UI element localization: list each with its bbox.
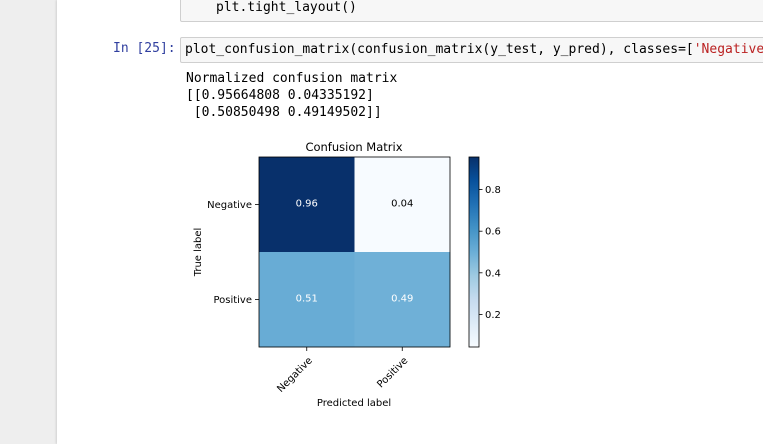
code-string-literal: 'Negative' <box>693 42 763 57</box>
matrix-cell-negative-negative <box>259 157 355 253</box>
previous-code-cell[interactable]: plt.tight_layout() <box>180 0 763 22</box>
plot-frame <box>258 156 451 348</box>
y-tick-label: Negative <box>207 200 252 211</box>
y-tick-label: Positive <box>213 295 252 306</box>
notebook-panel: plt.tight_layout() In [25]: plot_confusi… <box>57 0 763 444</box>
output-line: [0.50850498 0.49149502]] <box>186 105 382 120</box>
colorbar-tick-label: 0.2 <box>485 310 501 321</box>
colorbar-tick-label: 0.4 <box>485 268 501 279</box>
colorbar-tick-label: 0.6 <box>485 227 501 238</box>
output-line: [[0.95664808 0.04335192] <box>186 88 374 103</box>
cell-value-label: 0.49 <box>391 294 413 305</box>
matrix-cell-positive-negative <box>259 252 355 348</box>
matrix-cell-negative-positive <box>354 157 451 253</box>
cell-value-label: 0.04 <box>391 199 413 210</box>
code-cell-input[interactable]: plot_confusion_matrix(confusion_matrix(y… <box>180 37 763 63</box>
cell-code: plot_confusion_matrix(confusion_matrix(y… <box>185 39 763 61</box>
cell-output-text: Normalized confusion matrix [[0.95664808… <box>186 70 397 121</box>
confusion-matrix-figure: Confusion Matrix 0.96 0.04 0.51 0.49 Negati… <box>193 140 501 409</box>
y-axis-label: True label <box>193 228 204 278</box>
colorbar-tick-label: 0.8 <box>485 185 501 196</box>
colorbar <box>468 156 480 348</box>
cell-value-label: 0.51 <box>296 294 318 305</box>
x-tick-label: Positive <box>375 355 410 390</box>
cell-value-label: 0.96 <box>296 199 318 210</box>
matrix-cell-positive-positive <box>354 252 451 348</box>
chart-title: Confusion Matrix <box>305 140 402 154</box>
output-line: Normalized confusion matrix <box>186 71 398 86</box>
x-axis-label: Predicted label <box>317 398 391 409</box>
previous-cell-code: plt.tight_layout() <box>216 0 357 15</box>
cell-prompt: In [25]: <box>113 41 176 56</box>
code-call: plot_confusion_matrix(confusion_matrix(y… <box>185 42 694 57</box>
x-tick-label: Negative <box>275 355 315 395</box>
